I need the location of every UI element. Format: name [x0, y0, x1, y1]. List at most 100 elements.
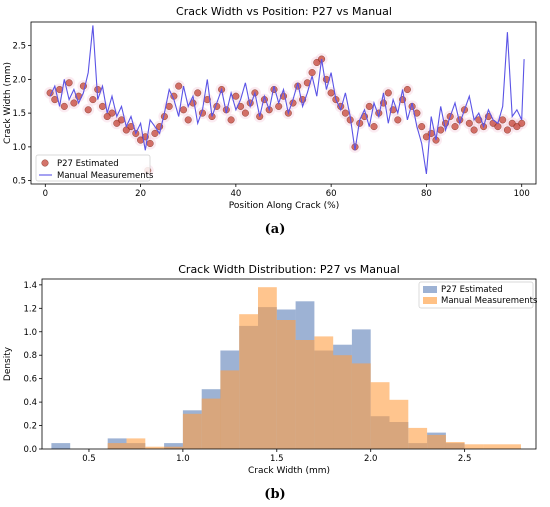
p27-point	[370, 123, 378, 131]
p27-point	[394, 116, 402, 124]
chart-a-ylabel: Crack Width (mm)	[3, 62, 13, 144]
p27-point	[179, 106, 187, 114]
manual-hist-bar	[333, 355, 352, 449]
p27-point	[499, 116, 507, 124]
p27-point	[451, 123, 459, 131]
manual-hist-bar	[389, 399, 409, 449]
p27-point	[151, 129, 159, 137]
p27-point	[165, 102, 173, 110]
p27-point	[184, 116, 192, 124]
p27-point	[518, 119, 526, 127]
x-tick-label: 2.5	[458, 454, 472, 464]
chart-a-axes: 0 20 40 60 80 100 0.5 1.0 1.5 2.0 2.5	[12, 42, 529, 199]
caption-b-text: (b)	[264, 487, 286, 502]
p27-point	[327, 89, 335, 97]
p27-point	[98, 102, 106, 110]
manual-hist-bar	[464, 444, 484, 449]
chart-b-xlabel: Crack Width (mm)	[248, 466, 330, 476]
p27-point	[418, 123, 426, 131]
manual-hist-bar	[483, 444, 521, 449]
p27-point	[513, 123, 521, 131]
chart-b-axes: 0.5 1.0 1.5 2.0 2.5 0.0 0.2 0.4 0.6 0.8 1.0 1.2 1.4	[23, 281, 471, 464]
p27-point	[437, 126, 445, 134]
manual-hist-bar	[427, 434, 446, 449]
x-tick-label: 60	[326, 189, 337, 199]
manual-hist-bar	[107, 443, 127, 449]
p27-hist-bar	[164, 443, 183, 449]
p27-point	[70, 99, 78, 107]
y-tick-label: 0.5	[12, 177, 26, 187]
y-tick-label: 0.4	[23, 398, 37, 408]
caption-b: (b)	[0, 487, 550, 502]
p27-point	[365, 102, 373, 110]
manual-hist-bar	[258, 287, 277, 449]
chart-a-line-series	[49, 25, 525, 174]
x-tick-label: 0.5	[82, 454, 96, 464]
p27-point	[313, 59, 321, 67]
x-tick-label: 80	[421, 189, 432, 199]
p27-point	[84, 106, 92, 114]
manual-hist-bar	[164, 446, 183, 449]
legend-b-manual-label: Manual Measurements	[441, 296, 538, 306]
p27-point	[232, 92, 240, 100]
manual-hist-bar	[182, 413, 202, 449]
manual-hist-bar	[201, 398, 221, 449]
manual-line	[49, 25, 525, 174]
p27-point	[65, 79, 73, 87]
manual-hist-bar	[145, 446, 165, 449]
manual-hist-bar	[126, 438, 146, 449]
x-tick-label: 1.0	[176, 454, 190, 464]
manual-hist-bar	[408, 427, 428, 449]
legend-b-p27-swatch	[423, 286, 437, 293]
p27-point	[470, 126, 478, 134]
y-tick-label: 2.5	[12, 42, 26, 52]
y-tick-label: 0.8	[23, 351, 37, 361]
y-tick-label: 1.0	[23, 328, 37, 338]
y-tick-label: 2.0	[12, 75, 26, 85]
manual-hist-bar	[351, 363, 371, 449]
p27-point	[403, 85, 411, 93]
chart-b-manual-bars	[107, 287, 521, 449]
p27-point	[60, 102, 68, 110]
y-tick-label: 0.6	[23, 375, 37, 385]
p27-hist-bar	[51, 443, 71, 449]
y-tick-label: 0.2	[23, 422, 37, 432]
manual-hist-bar	[295, 340, 315, 449]
p27-point	[384, 89, 392, 97]
legend-p27-label: P27 Estimated	[57, 159, 119, 169]
chart-a-xlabel: Position Along Crack (%)	[229, 201, 339, 211]
legend-b-p27-label: P27 Estimated	[441, 285, 503, 295]
p27-point	[227, 116, 235, 124]
legend-b-manual-swatch	[423, 297, 437, 304]
p27-point	[108, 109, 116, 117]
x-tick-label: 2.0	[364, 454, 378, 464]
p27-point	[427, 129, 435, 137]
manual-hist-bar	[370, 382, 390, 449]
p27-point	[89, 96, 97, 104]
x-tick-label: 20	[135, 189, 146, 199]
x-tick-label: 0	[43, 189, 48, 199]
y-tick-label: 1.0	[12, 143, 26, 153]
x-tick-label: 100	[514, 189, 530, 199]
chart-b-legend: P27 Estimated Manual Measurements	[418, 281, 538, 309]
p27-point	[194, 89, 202, 97]
legend-p27-marker	[41, 159, 49, 167]
caption-a: (a)	[0, 222, 550, 237]
chart-a-legend: P27 Estimated Manual Measurements	[35, 154, 154, 182]
caption-a-text: (a)	[264, 222, 286, 237]
chart-a-plot-frame	[30, 21, 537, 185]
y-tick-label: 1.4	[23, 281, 37, 291]
p27-point	[241, 109, 249, 117]
p27-point	[146, 139, 154, 147]
p27-point	[175, 82, 183, 90]
y-tick-label: 1.2	[23, 304, 37, 314]
p27-point	[308, 69, 316, 77]
p27-point	[341, 109, 349, 117]
y-tick-label: 1.5	[12, 109, 26, 119]
p27-point	[503, 126, 511, 134]
chart-b-title: Crack Width Distribution: P27 vs Manual	[178, 263, 400, 276]
chart-b-ylabel: Density	[3, 346, 13, 381]
y-tick-label: 0.0	[23, 445, 37, 455]
p27-point	[494, 123, 502, 131]
